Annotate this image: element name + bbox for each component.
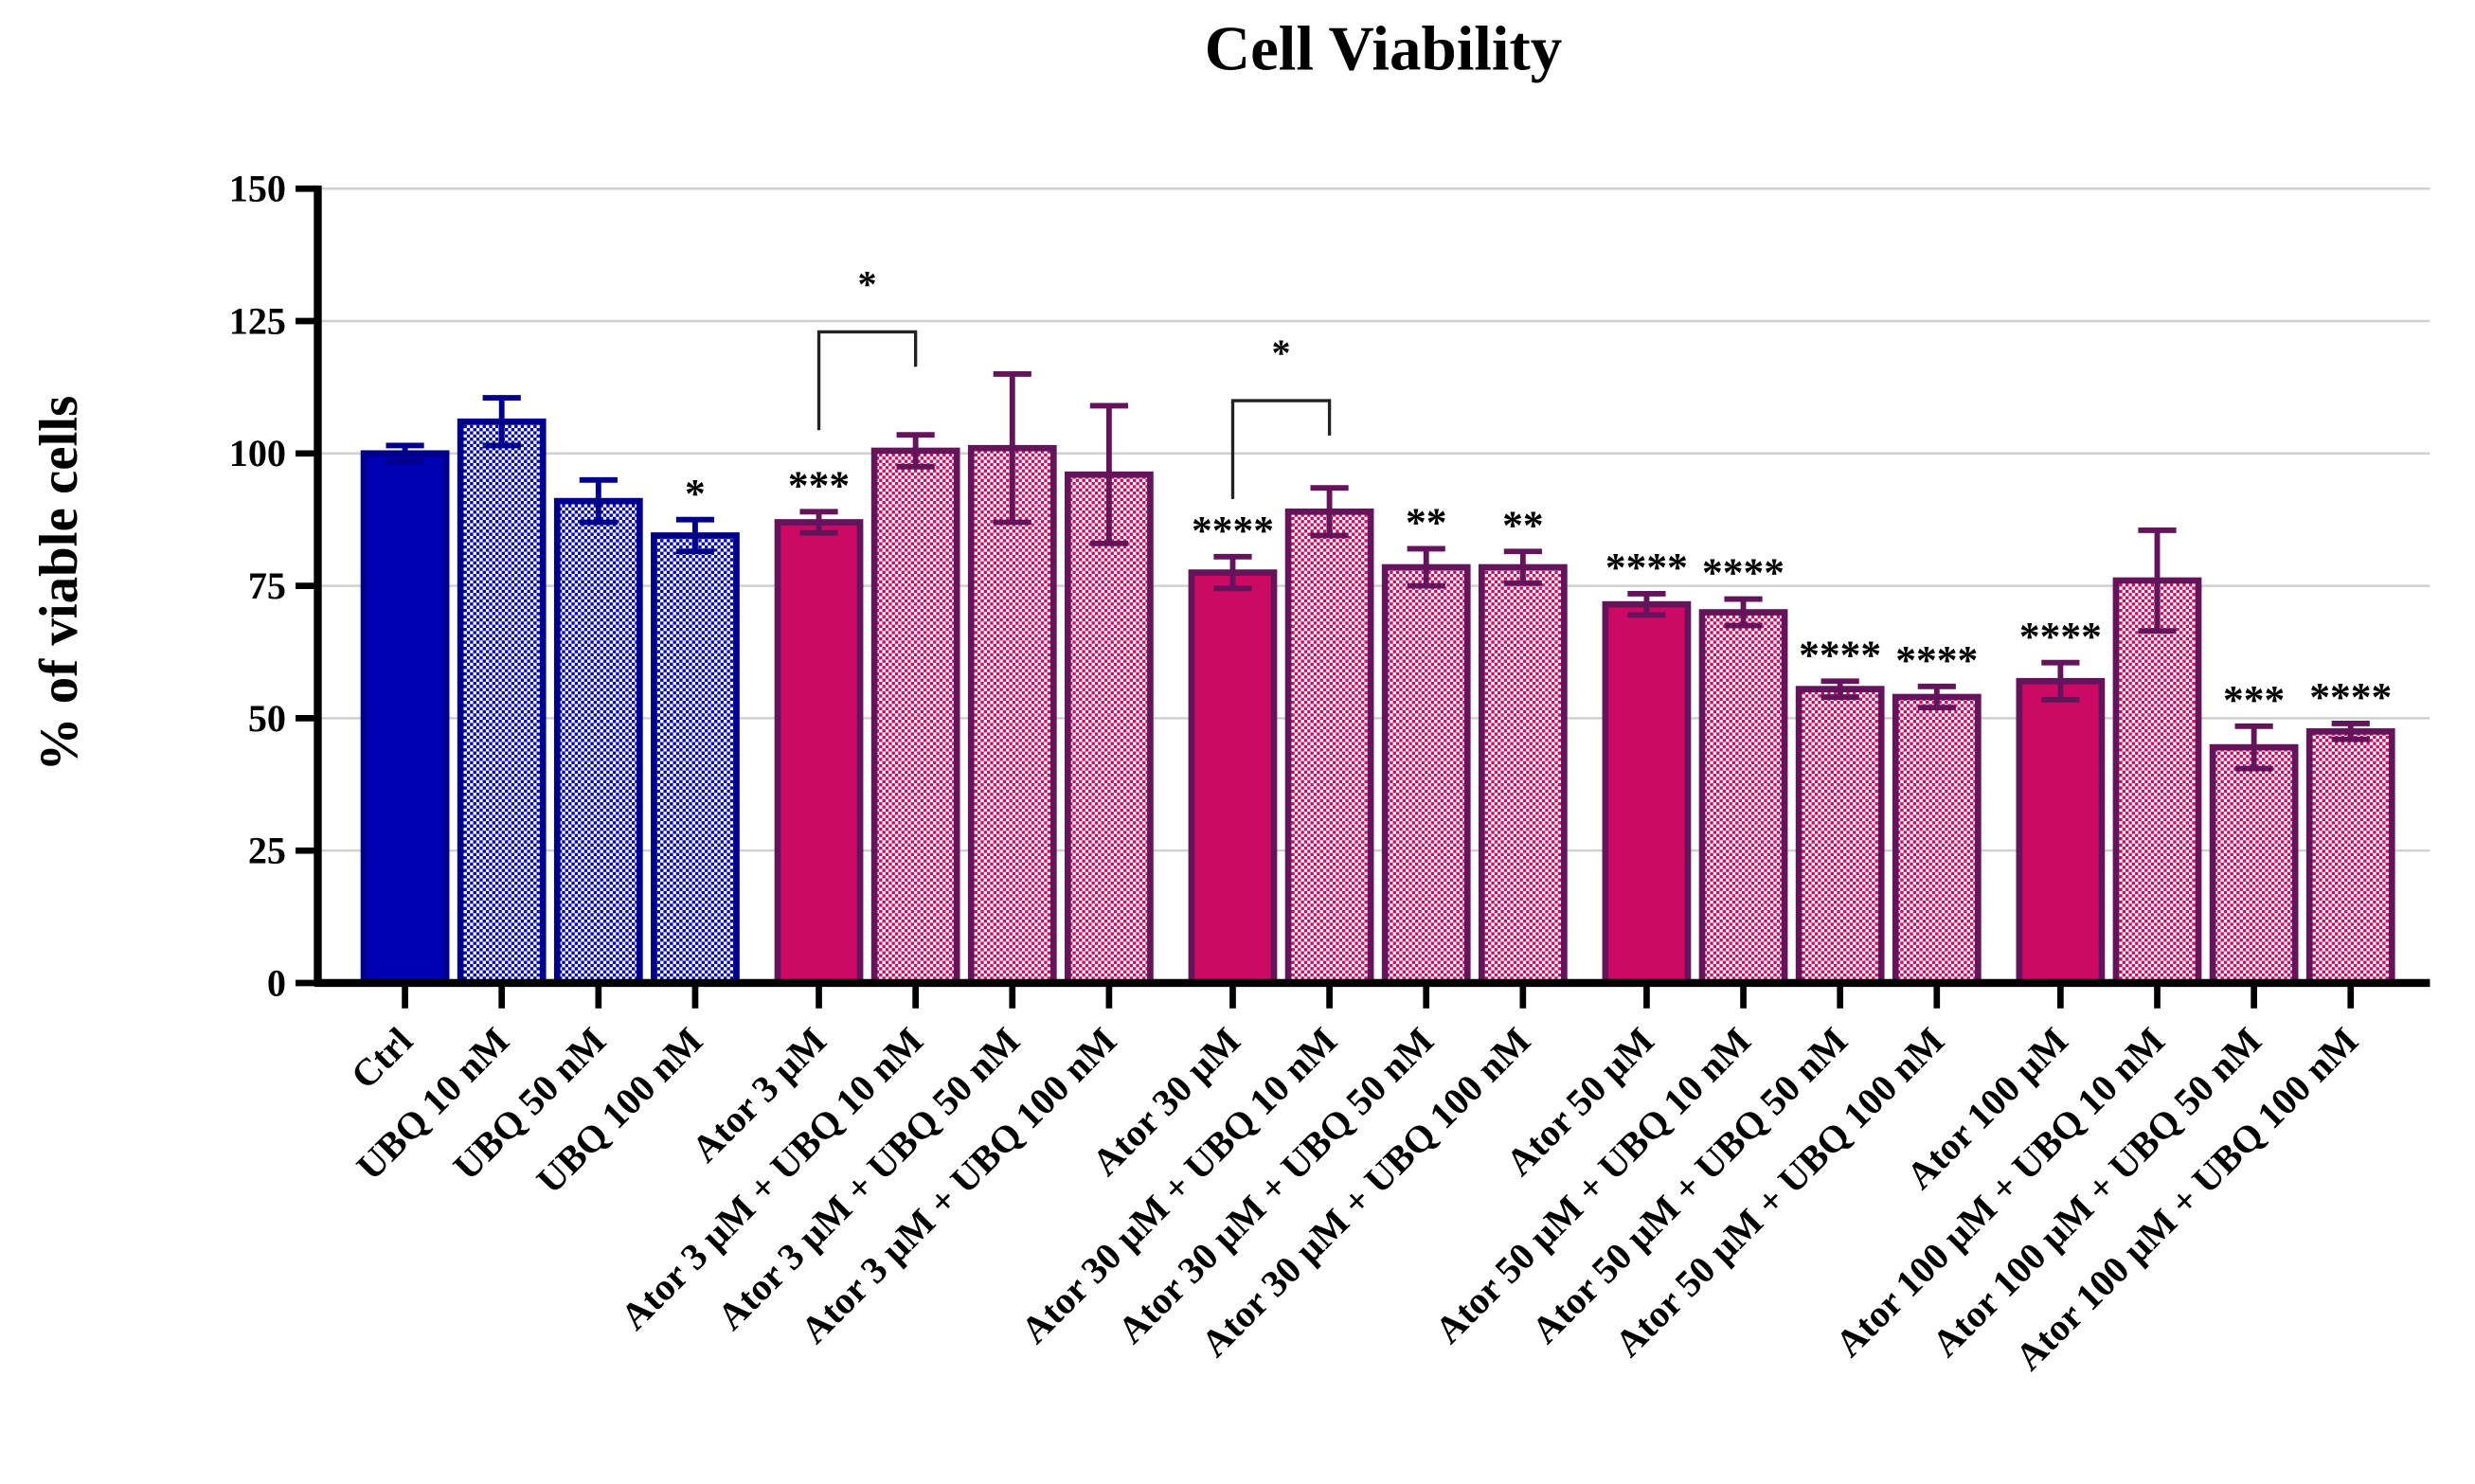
bar — [1381, 563, 1471, 987]
bar — [2305, 728, 2395, 987]
y-tick-label: 25 — [248, 830, 286, 872]
bar — [1284, 508, 1374, 987]
bar — [457, 418, 547, 987]
bar — [1698, 609, 1788, 987]
significance-label: *** — [788, 463, 850, 509]
significance-label: * — [685, 471, 706, 516]
bar — [967, 444, 1057, 987]
bar — [1065, 471, 1154, 987]
y-tick-label: 0 — [267, 961, 286, 1004]
significance-label: **** — [2309, 675, 2392, 721]
significance-label: **** — [1192, 508, 1274, 553]
bar — [1478, 563, 1568, 987]
bar — [2209, 743, 2299, 987]
bar — [1892, 693, 1982, 987]
y-tick-label: 100 — [229, 432, 286, 474]
bar — [2016, 677, 2106, 987]
significance-label: ** — [1406, 500, 1447, 545]
comparison-bracket — [816, 330, 918, 431]
y-tick-label: 50 — [248, 697, 286, 740]
bar — [1602, 600, 1692, 987]
significance-label: **** — [1605, 545, 1688, 591]
significance-label: ** — [1502, 503, 1544, 548]
comparison-label: * — [1272, 331, 1291, 374]
y-tick-label: 75 — [248, 564, 286, 607]
comparison-bracket — [1230, 399, 1332, 499]
bar — [360, 450, 450, 987]
y-tick-label: 125 — [229, 299, 286, 342]
bar — [870, 447, 960, 987]
chart-title: Cell Viability — [1205, 14, 1563, 84]
bar — [553, 497, 643, 987]
significance-label: **** — [1895, 637, 1978, 683]
significance-label: **** — [2019, 614, 2102, 659]
bar — [1795, 686, 1885, 987]
x-tick-label: Ctrl — [343, 1019, 421, 1097]
y-axis-title: % of viable cells — [29, 396, 89, 772]
significance-label: **** — [1702, 550, 1785, 596]
significance-label: **** — [1799, 633, 1881, 678]
bar — [774, 519, 864, 987]
bar — [1188, 569, 1278, 987]
y-tick-label: 150 — [229, 168, 286, 210]
significance-label: *** — [2223, 677, 2285, 723]
comparison-label: * — [858, 263, 877, 306]
bar — [651, 532, 740, 987]
bar — [2112, 577, 2202, 987]
